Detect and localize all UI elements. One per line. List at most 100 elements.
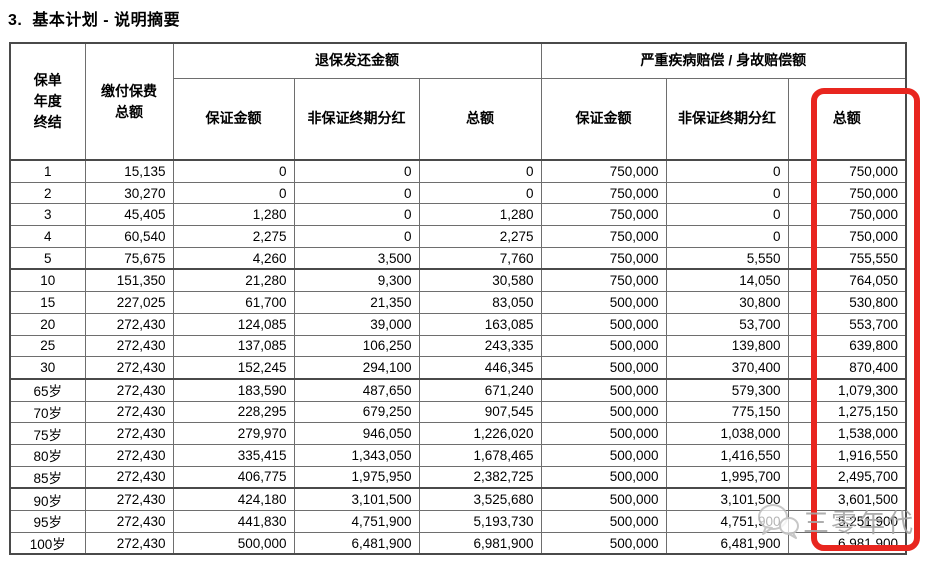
cell-value: 750,000 (540, 268, 667, 293)
cell-value: 500,000 (540, 443, 667, 467)
table-row: 5 75,675 4,260 3,500 7,760 750,000 5,550 755,55… (9, 246, 907, 271)
cell-value: 152,245 (172, 356, 295, 380)
header-policy-year-line: 年度 (33, 93, 62, 109)
cell-value: 1,226,020 (418, 422, 542, 445)
table-row: 75岁 272,430 279,970 946,050 1,226,020 500,000… (9, 422, 907, 445)
cell-value: 441,830 (172, 510, 295, 533)
header-premium-total: 缴付保费 总额 (84, 42, 174, 161)
cell-value: 106,250 (293, 334, 420, 358)
cell-value: 9,300 (293, 268, 420, 293)
cell-value: 0 (293, 225, 420, 248)
table-row: 95岁 272,430 441,830 4,751,900 5,193,730 500,0… (9, 510, 907, 533)
cell-value: 139,800 (665, 334, 789, 358)
cell-value: 272,430 (84, 443, 174, 467)
cell-value: 0 (172, 181, 295, 205)
cell-value: 3,525,680 (418, 487, 542, 512)
cell-value: 1,079,300 (787, 378, 907, 402)
cell-value: 183,590 (172, 378, 295, 402)
cell-value: 500,000 (540, 487, 667, 512)
cell-value: 750,000 (540, 159, 667, 183)
cell-value: 39,000 (293, 312, 420, 336)
cell-value: 5,251,900 (787, 510, 907, 533)
cell-value: 294,100 (293, 356, 420, 380)
cell-value: 946,050 (293, 422, 420, 445)
cell-value: 0 (293, 203, 420, 227)
cell-value: 83,050 (418, 291, 542, 314)
cell-value: 4,260 (172, 246, 295, 271)
cell-policy-year: 80岁 (9, 443, 86, 467)
header-surrender-nonguaranteed-dividend: 非保证终期分红 (293, 77, 420, 161)
cell-value: 870,400 (787, 356, 907, 380)
cell-value: 750,000 (540, 203, 667, 227)
cell-policy-year: 10 (9, 268, 86, 293)
cell-policy-year: 25 (9, 334, 86, 358)
cell-value: 0 (665, 159, 789, 183)
cell-policy-year: 65岁 (9, 378, 86, 402)
cell-value: 335,415 (172, 443, 295, 467)
cell-value: 500,000 (540, 465, 667, 490)
cell-value: 1,995,700 (665, 465, 789, 490)
cell-value: 2,382,725 (418, 465, 542, 490)
cell-value: 0 (293, 181, 420, 205)
table-row: 3 45,405 1,280 0 1,280 750,000 0 750,000 (9, 203, 907, 227)
cell-value: 446,345 (418, 356, 542, 380)
table-row: 90岁 272,430 424,180 3,101,500 3,525,680 500,0… (9, 487, 907, 512)
header-claim-nonguaranteed-dividend: 非保证终期分红 (665, 77, 789, 161)
header-sub-row: 保证金额 非保证终期分红 总额 保证金额 非保证终期分红 总额 (10, 77, 907, 161)
header-group-row: 保单 年度 终结 缴付保费 总额 退保发还金额 严重疾病赔偿 / 身故赔偿额 (9, 42, 907, 161)
header-premium-line: 缴付保费 (101, 82, 157, 99)
cell-value: 15,135 (84, 159, 174, 183)
cell-value: 579,300 (665, 378, 789, 402)
cell-value: 6,481,900 (293, 531, 420, 555)
cell-policy-year: 1 (9, 159, 86, 183)
cell-policy-year: 3 (9, 203, 86, 227)
cell-value: 500,000 (540, 531, 667, 555)
header-claim-group: 严重疾病赔偿 / 身故赔偿额 (540, 42, 907, 79)
cell-value: 500,000 (540, 334, 667, 358)
cell-value: 30,580 (418, 268, 542, 293)
cell-value: 775,150 (665, 400, 789, 424)
cell-value: 61,700 (172, 291, 295, 314)
cell-value: 272,430 (84, 400, 174, 424)
cell-value: 0 (418, 181, 542, 205)
cell-value: 755,550 (787, 246, 907, 271)
cell-value: 1,416,550 (665, 443, 789, 467)
page-title-text: 基本计划 - 说明摘要 (32, 12, 181, 29)
cell-value: 0 (172, 159, 295, 183)
cell-value: 500,000 (540, 378, 667, 402)
chat-bubbles-icon (758, 504, 799, 539)
table-row: 15 227,025 61,700 21,350 83,050 500,000 30,800… (9, 291, 907, 314)
cell-value: 2,275 (172, 225, 295, 248)
cell-value: 14,050 (665, 268, 789, 293)
cell-value: 75,675 (84, 246, 174, 271)
cell-value: 750,000 (787, 181, 907, 205)
header-surrender-total: 总额 (418, 77, 542, 161)
cell-value: 21,350 (293, 291, 420, 314)
cell-value: 500,000 (540, 400, 667, 424)
cell-policy-year: 95岁 (9, 510, 86, 533)
watermark-text: 三零年代 (803, 507, 916, 538)
cell-value: 272,430 (84, 356, 174, 380)
cell-value: 406,775 (172, 465, 295, 490)
cell-value: 30,270 (84, 181, 174, 205)
cell-policy-year: 5 (9, 246, 86, 271)
cell-value: 0 (418, 159, 542, 183)
cell-value: 137,085 (172, 334, 295, 358)
cell-value: 764,050 (787, 268, 907, 293)
cell-value: 243,335 (418, 334, 542, 358)
cell-value: 45,405 (84, 203, 174, 227)
cell-value: 424,180 (172, 487, 295, 512)
cell-value: 3,500 (293, 246, 420, 271)
cell-value: 279,970 (172, 422, 295, 445)
cell-policy-year: 85岁 (9, 465, 86, 490)
cell-value: 370,400 (665, 356, 789, 380)
cell-value: 151,350 (84, 268, 174, 293)
cell-value: 272,430 (84, 487, 174, 512)
cell-value: 1,678,465 (418, 443, 542, 467)
cell-value: 1,038,000 (665, 422, 789, 445)
cell-value: 500,000 (540, 422, 667, 445)
cell-value: 500,000 (540, 510, 667, 533)
cell-policy-year: 75岁 (9, 422, 86, 445)
cell-value: 750,000 (540, 225, 667, 248)
cell-value: 2,275 (418, 225, 542, 248)
